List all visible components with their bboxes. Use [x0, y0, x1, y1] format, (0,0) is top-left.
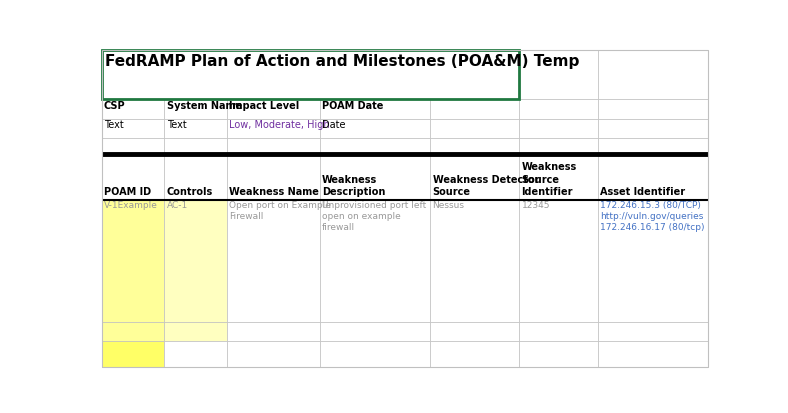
Text: Asset Identifier: Asset Identifier — [600, 187, 685, 197]
Text: Weakness
Description: Weakness Description — [322, 175, 385, 197]
Bar — [320, 154, 430, 199]
Bar — [164, 154, 227, 199]
Bar — [320, 322, 430, 341]
Bar — [227, 199, 320, 322]
Bar — [164, 322, 227, 341]
Bar — [320, 199, 430, 322]
Bar — [519, 199, 597, 322]
Bar — [102, 100, 164, 119]
Bar — [102, 138, 164, 154]
Bar — [320, 119, 430, 138]
Text: Controls: Controls — [167, 187, 213, 197]
Bar — [597, 100, 708, 119]
Text: Weakness Detector
Source: Weakness Detector Source — [433, 175, 539, 197]
Text: Date: Date — [322, 121, 346, 131]
Text: Impact Level: Impact Level — [229, 102, 299, 112]
Bar — [597, 199, 708, 322]
Bar — [519, 50, 597, 100]
Bar — [320, 341, 430, 367]
Bar — [597, 341, 708, 367]
Text: System Name: System Name — [167, 102, 242, 112]
Bar — [320, 138, 430, 154]
Bar — [102, 50, 519, 100]
Text: Low, Moderate, High: Low, Moderate, High — [229, 121, 330, 131]
Bar — [597, 322, 708, 341]
Bar — [430, 100, 519, 119]
Bar — [227, 119, 320, 138]
Bar — [519, 154, 597, 199]
Bar — [102, 154, 164, 199]
Text: 12345: 12345 — [522, 201, 550, 210]
Text: FedRAMP Plan of Action and Milestones (POA&M) Temp: FedRAMP Plan of Action and Milestones (P… — [105, 54, 579, 69]
Bar — [227, 138, 320, 154]
Text: POAM Date: POAM Date — [322, 102, 384, 112]
Bar — [597, 50, 708, 100]
Bar — [164, 341, 227, 367]
Bar — [164, 119, 227, 138]
Bar — [227, 100, 320, 119]
Text: V-1Example: V-1Example — [104, 201, 158, 210]
Bar — [597, 119, 708, 138]
Bar — [164, 100, 227, 119]
Text: 172.246.15.3 (80/TCP)
http://vuln.gov/queries
172.246.16.17 (80/tcp): 172.246.15.3 (80/TCP) http://vuln.gov/qu… — [600, 201, 704, 233]
Text: Text: Text — [104, 121, 124, 131]
Bar — [430, 199, 519, 322]
Bar — [430, 322, 519, 341]
Bar — [227, 341, 320, 367]
Bar — [430, 138, 519, 154]
Text: Weakness Name: Weakness Name — [229, 187, 319, 197]
Bar — [164, 199, 227, 322]
Text: Weakness
Source
Identifier: Weakness Source Identifier — [522, 162, 577, 197]
Bar — [227, 154, 320, 199]
Bar — [519, 119, 597, 138]
Bar — [519, 341, 597, 367]
Text: Text: Text — [167, 121, 187, 131]
Bar — [102, 199, 164, 322]
Bar — [597, 154, 708, 199]
Text: Nessus: Nessus — [433, 201, 464, 210]
Bar — [320, 100, 430, 119]
Text: POAM ID: POAM ID — [104, 187, 151, 197]
Bar — [519, 322, 597, 341]
Bar — [597, 138, 708, 154]
Bar — [102, 341, 164, 367]
Text: Open port on Example
Firewall: Open port on Example Firewall — [229, 201, 331, 221]
Bar — [430, 154, 519, 199]
Bar — [430, 119, 519, 138]
Bar — [430, 341, 519, 367]
Bar — [519, 100, 597, 119]
Bar — [227, 322, 320, 341]
Bar — [519, 138, 597, 154]
Text: CSP: CSP — [104, 102, 125, 112]
Bar — [102, 322, 164, 341]
Text: Unprovisioned port left
open on example
firewall: Unprovisioned port left open on example … — [322, 201, 426, 233]
Bar — [164, 138, 227, 154]
Bar — [102, 119, 164, 138]
Text: AC-1: AC-1 — [167, 201, 188, 210]
